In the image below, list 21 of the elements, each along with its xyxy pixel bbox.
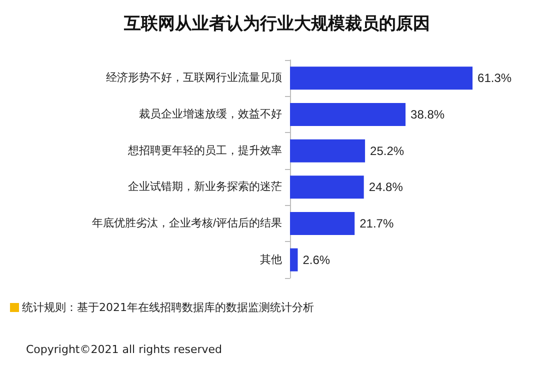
y-tick-label: 年底优胜劣汰，企业考核/评估后的结果 [92, 216, 282, 230]
bar [290, 176, 364, 199]
chart-title: 互联网从业者认为行业大规模裁员的原因 [123, 14, 430, 33]
data-label: 24.8% [368, 180, 404, 194]
bar [290, 248, 298, 272]
data-label: 25.2% [370, 144, 404, 158]
y-tick-label: 经济形势不好，互联网行业流量见顶 [106, 71, 282, 84]
bar [290, 66, 473, 90]
y-tick-label: 想招聘更年轻的员工，提升效率 [127, 144, 282, 157]
data-label: 61.3% [478, 71, 512, 86]
bar [290, 139, 366, 162]
bar [290, 212, 355, 235]
y-tick-label: 企业试错期，新业务探索的迷茫 [128, 180, 282, 194]
bar [290, 103, 406, 126]
text: 统计规则：基于2021年在线招聘数据库的数据监测统计分析 [22, 300, 314, 315]
data-label: 2.6% [302, 252, 330, 267]
y-tick-label: 其他 [260, 252, 282, 266]
data-label: 21.7% [360, 216, 394, 230]
data-label: 38.8% [410, 108, 445, 122]
text: Copyright©2021 all rights reserved [26, 343, 222, 356]
y-tick-label: 裁员企业增速放缓，效益不好 [139, 108, 282, 120]
